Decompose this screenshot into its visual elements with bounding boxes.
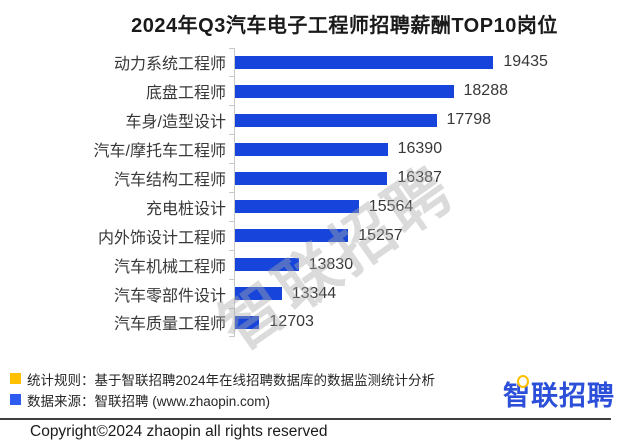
bar — [235, 171, 388, 185]
bar-row: 底盘工程师 18288 — [0, 76, 631, 107]
bar — [235, 113, 437, 127]
legend-row: 统计规则：基于智联招聘2024年在线招聘数据库的数据监测统计分析 — [10, 368, 435, 389]
legend-text: 统计规则：基于智联招聘2024年在线招聘数据库的数据监测统计分析 — [27, 372, 436, 388]
value-label: 13830 — [308, 255, 354, 273]
bar-cell: 18288 — [234, 76, 631, 106]
bar-row: 汽车零部件设计 13344 — [0, 279, 631, 309]
category-label: 汽车结构工程师 — [113, 172, 226, 189]
bar-cell: 12703 — [234, 308, 631, 337]
bar-cell: 13830 — [234, 250, 631, 280]
bar-row: 动力系统工程师 19435 — [0, 47, 631, 78]
bar-row: 汽车结构工程师 16387 — [0, 163, 631, 193]
category-label: 充电桩设计 — [145, 200, 226, 218]
bar-row: 充电桩设计 15564 — [0, 192, 631, 222]
value-label: 18288 — [463, 82, 509, 100]
copyright-text: Copyright©2024 zhaopin all rights reserv… — [30, 423, 328, 440]
value-label: 16390 — [397, 140, 443, 158]
bar-row: 汽车质量工程师 12703 — [0, 308, 631, 338]
bar-cell: 13344 — [234, 279, 631, 309]
legend-swatch — [10, 394, 21, 405]
bar-cell: 16390 — [234, 134, 631, 164]
bar-cell: 17798 — [234, 105, 631, 135]
bar — [235, 229, 349, 243]
bar — [235, 258, 299, 272]
bar-cell: 15257 — [234, 221, 631, 251]
category-label: 汽车机械工程师 — [113, 258, 226, 276]
zhaopin-logo: 智联招聘 — [503, 374, 615, 411]
zhaopin-logo-accent-dot — [517, 375, 529, 388]
value-label: 19435 — [503, 53, 548, 71]
footer-legend: 统计规则：基于智联招聘2024年在线招聘数据库的数据监测统计分析 数据来源：智联招… — [10, 368, 435, 410]
bar-row: 车身/造型设计 17798 — [0, 105, 631, 136]
category-label: 内外饰设计工程师 — [97, 229, 226, 247]
bar-rows: 动力系统工程师 19435 底盘工程师 18288 车身/造型设计 17798 汽车/摩托车… — [0, 47, 631, 338]
category-label: 汽车质量工程师 — [113, 316, 226, 334]
category-label: 动力系统工程师 — [113, 56, 226, 74]
category-label: 汽车零部件设计 — [113, 287, 226, 305]
bar-cell: 16387 — [234, 163, 631, 193]
bar-row: 内外饰设计工程师 15257 — [0, 221, 631, 251]
footer-divider — [0, 418, 611, 420]
legend-text: 数据来源：智联招聘 (www.zhaopin.com) — [27, 393, 271, 409]
value-label: 13344 — [291, 284, 337, 302]
bar-row: 汽车/摩托车工程师 16390 — [0, 134, 631, 164]
bar — [235, 287, 282, 301]
bar — [235, 200, 359, 214]
bar — [235, 142, 388, 156]
bar — [235, 315, 260, 329]
bar-cell: 19435 — [234, 48, 631, 77]
value-label: 17798 — [446, 111, 492, 129]
category-label: 底盘工程师 — [145, 85, 226, 103]
legend-swatch — [10, 373, 21, 384]
bar — [235, 55, 494, 69]
bar-row: 汽车机械工程师 13830 — [0, 250, 631, 280]
value-label: 15257 — [358, 226, 403, 244]
chart-title: 2024年Q3汽车电子工程师招聘薪酬TOP10岗位 — [131, 15, 558, 37]
value-label: 16387 — [397, 169, 442, 186]
category-label: 汽车/摩托车工程师 — [93, 143, 226, 161]
value-label: 12703 — [269, 313, 314, 331]
category-label: 车身/造型设计 — [125, 114, 226, 132]
bar — [235, 84, 454, 98]
legend-row: 数据来源：智联招聘 (www.zhaopin.com) — [10, 389, 435, 410]
bar-chart: 动力系统工程师 19435 底盘工程师 18288 车身/造型设计 17798 汽车/摩托车… — [0, 47, 631, 338]
value-label: 15564 — [368, 197, 414, 215]
bar-cell: 15564 — [234, 192, 631, 222]
